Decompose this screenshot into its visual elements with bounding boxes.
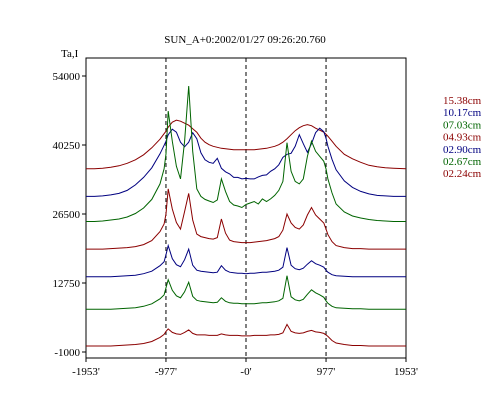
legend-item-02.90cm: 02.90cm bbox=[443, 144, 482, 156]
x-axis-ticks: -1953' -977' -0' 977' 1953' bbox=[72, 358, 418, 378]
series-line-15.38cm bbox=[86, 119, 407, 170]
legend-item-02.24cm: 02.24cm bbox=[443, 168, 482, 180]
legend-item-04.93cm: 04.93cm bbox=[443, 132, 482, 144]
series-line-04.93cm bbox=[86, 188, 406, 250]
series-line-02.24cm bbox=[86, 323, 406, 347]
series-line-02.67cm bbox=[86, 275, 406, 310]
x-tick-label: -977' bbox=[155, 366, 177, 378]
y-tick-label: 12750 bbox=[53, 278, 81, 290]
series-line-10.17cm bbox=[86, 127, 406, 197]
y-tick-label: 54000 bbox=[53, 71, 81, 83]
x-tick-label: 1953' bbox=[394, 366, 418, 378]
chart-title: SUN_A+0:2002/01/27 09:26:20.760 bbox=[164, 34, 326, 46]
legend-item-02.67cm: 02.67cm bbox=[443, 156, 482, 168]
legend: 15.38cm10.17cm07.03cm04.93cm02.90cm02.67… bbox=[443, 95, 482, 180]
legend-item-07.03cm: 07.03cm bbox=[443, 119, 482, 131]
x-tick-label: -0' bbox=[240, 366, 251, 378]
y-axis-ticks: 54000 40250 26500 12750 -1000 bbox=[53, 71, 86, 359]
legend-item-10.17cm: 10.17cm bbox=[443, 107, 482, 119]
series-line-07.03cm bbox=[86, 85, 406, 222]
y-tick-label: -1000 bbox=[54, 347, 80, 359]
y-tick-label: 40250 bbox=[53, 140, 81, 152]
y-axis-label: Ta,I bbox=[61, 48, 79, 60]
legend-item-15.38cm: 15.38cm bbox=[443, 95, 482, 107]
series-layer bbox=[86, 85, 407, 347]
series-line-02.90cm bbox=[86, 243, 406, 278]
limb-marker-lines bbox=[165, 58, 327, 358]
x-tick-label: -1953' bbox=[72, 366, 100, 378]
x-tick-label: 977' bbox=[317, 366, 336, 378]
y-tick-label: 26500 bbox=[53, 209, 81, 221]
